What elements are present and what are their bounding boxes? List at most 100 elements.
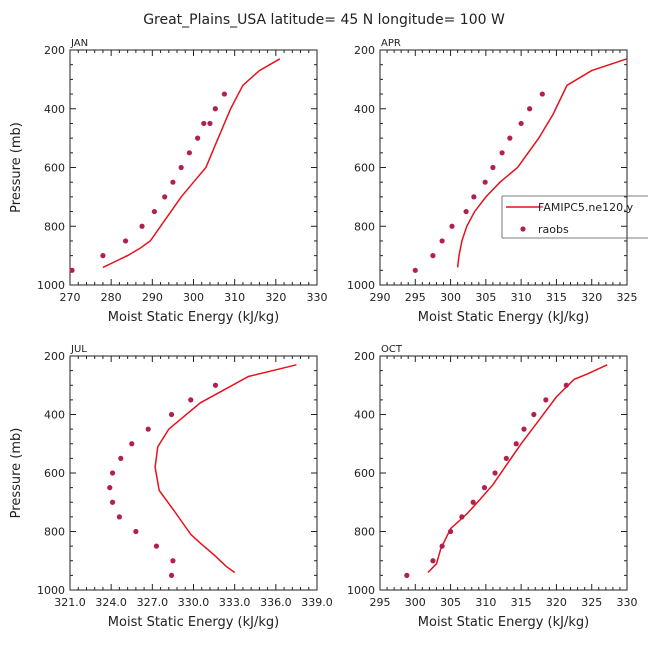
obs-point [109, 499, 116, 505]
y-tick-label: 600 [44, 467, 65, 480]
obs-point [188, 397, 194, 403]
panel-apr: APR 290 295 300 305 310 315 320 325 200 400 600 800 1… [347, 38, 648, 325]
x-axis-title: Moist Static Energy (kJ/kg) [108, 615, 279, 630]
obs-point [145, 426, 151, 432]
y-axis-title: Pressure (mb) [9, 428, 24, 519]
panel-oct: OCT 295 300 305 310 315 320 325 330 200 400 600 800 1… [347, 344, 638, 630]
x-tick-label: 305 [440, 596, 461, 609]
y-tick-label: 600 [354, 162, 375, 175]
obs-point [221, 91, 227, 97]
x-axis-title: Moist Static Energy (kJ/kg) [108, 310, 279, 325]
obs-point [507, 135, 513, 141]
panel-label: JUL [70, 344, 87, 355]
panel-label: JAN [70, 38, 88, 49]
panel-label: APR [381, 38, 401, 49]
y-tick-label: 1000 [347, 584, 375, 597]
x-tick-label: 295 [405, 291, 426, 304]
x-tick-label: 330 [617, 596, 638, 609]
y-tick-label: 800 [354, 220, 375, 233]
x-tick-label: 310 [511, 291, 532, 304]
obs-point [449, 223, 455, 229]
y-tick-label: 800 [354, 526, 375, 539]
obs-point [521, 426, 527, 432]
y-tick-label: 400 [354, 409, 375, 422]
obs-point [471, 194, 477, 200]
x-tick-label: 280 [101, 291, 122, 304]
y-tick-label: 400 [44, 409, 65, 422]
obs-point [201, 120, 207, 127]
obs-point [518, 120, 524, 127]
y-tick-label: 400 [44, 103, 65, 116]
x-tick-label: 327.0 [137, 596, 169, 609]
x-tick-label: 330.0 [178, 596, 210, 609]
x-tick-label: 321.0 [54, 596, 86, 609]
obs-point [129, 441, 135, 447]
obs-point [439, 543, 445, 549]
y-tick-label: 1000 [37, 279, 65, 292]
obs-point [170, 558, 176, 564]
obs-point [207, 120, 213, 127]
legend: FAMIPC5.ne120.y raobs [501, 195, 648, 239]
obs-point [178, 164, 184, 171]
obs-point [100, 253, 106, 259]
obs-point [133, 528, 139, 535]
obs-point [490, 164, 496, 171]
x-tick-label: 330 [307, 291, 328, 304]
x-tick-label: 305 [475, 291, 496, 304]
obs-point [118, 455, 124, 461]
x-tick-label: 320 [265, 291, 286, 304]
x-tick-label: 339.0 [301, 596, 333, 609]
obs-point [447, 528, 454, 535]
obs-point [212, 106, 218, 112]
x-tick-label: 300 [440, 291, 461, 304]
plot-frame [69, 355, 318, 591]
obs-point [513, 441, 519, 447]
y-tick-label: 400 [354, 103, 375, 116]
x-tick-label: 315 [546, 291, 567, 304]
x-tick-label: 270 [60, 291, 81, 304]
x-tick-label: 333.0 [219, 596, 251, 609]
model-series-line [427, 364, 608, 574]
obs-point [69, 267, 75, 273]
obs-point [539, 91, 545, 97]
obs-point [430, 253, 436, 259]
panel-jul: JUL 321.0 324.0 327.0 330.0 333.0 336.0 339.0 20… [9, 344, 333, 630]
obs-point [439, 238, 445, 244]
x-tick-label: 320 [581, 291, 602, 304]
x-tick-label: 310 [475, 596, 496, 609]
x-tick-label: 315 [511, 596, 532, 609]
x-tick-label: 320 [546, 596, 567, 609]
obs-point [412, 267, 418, 273]
x-tick-label: 336.0 [260, 596, 292, 609]
obs-point [107, 485, 113, 491]
x-tick-label: 290 [142, 291, 163, 304]
model-series-line [102, 58, 281, 269]
obs-point [170, 179, 176, 185]
model-series-line [456, 58, 628, 268]
obs-point [139, 223, 145, 229]
panel-jan: JAN 270 280 290 300 310 320 330 200 400 600 800 1000… [9, 38, 328, 325]
x-axis-title: Moist Static Energy (kJ/kg) [418, 310, 589, 325]
obs-point [481, 485, 488, 491]
x-tick-label: 290 [370, 291, 391, 304]
obs-point [153, 543, 160, 549]
obs-point [151, 208, 157, 215]
obs-point [463, 208, 469, 215]
obs-point [162, 194, 168, 200]
obs-point [531, 411, 537, 418]
panel-label: OCT [381, 344, 403, 355]
obs-point [186, 150, 192, 156]
x-tick-label: 325 [581, 596, 602, 609]
legend-obs-label: raobs [538, 223, 569, 236]
obs-point [503, 455, 509, 461]
x-tick-label: 325 [617, 291, 638, 304]
obs-point [499, 150, 505, 156]
y-tick-label: 200 [354, 44, 375, 57]
model-series-line [154, 364, 297, 574]
obs-point [122, 238, 129, 244]
y-axis-title: Pressure (mb) [9, 122, 24, 213]
obs-point [563, 382, 569, 388]
y-tick-label: 800 [44, 220, 65, 233]
y-tick-label: 600 [354, 467, 375, 480]
